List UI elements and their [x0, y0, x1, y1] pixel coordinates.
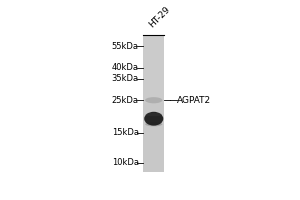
Text: 40kDa: 40kDa	[112, 63, 139, 72]
Bar	[143, 35, 164, 172]
Ellipse shape	[145, 97, 163, 103]
Text: 15kDa: 15kDa	[112, 128, 139, 137]
Text: 10kDa: 10kDa	[112, 158, 139, 167]
Ellipse shape	[145, 122, 162, 126]
Bar	[143, 35, 164, 103]
Ellipse shape	[146, 113, 162, 116]
Text: AGPAT2: AGPAT2	[177, 96, 211, 105]
Ellipse shape	[144, 112, 163, 126]
Text: 35kDa: 35kDa	[112, 74, 139, 83]
Text: HT-29: HT-29	[147, 5, 172, 29]
Text: 25kDa: 25kDa	[112, 96, 139, 105]
Text: 55kDa: 55kDa	[112, 42, 139, 51]
